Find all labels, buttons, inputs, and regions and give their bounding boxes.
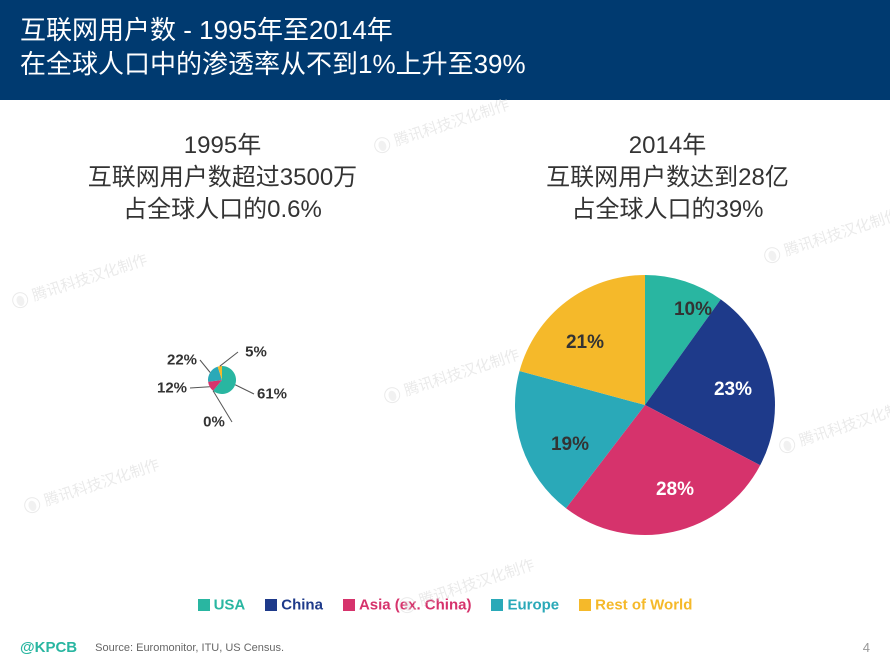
pie-1995-slice-europe [208, 367, 222, 382]
legend-swatch [491, 599, 503, 611]
pie-2014-label-rest-of-world: 21% [566, 332, 604, 354]
pie-2014-label-usa: 10% [674, 299, 712, 321]
pie-2014-label-china: 23% [714, 379, 752, 401]
pie-2014-slice-usa [645, 275, 721, 405]
pie-1995-label-rest-of-world: 5% [245, 344, 267, 361]
legend-swatch [265, 599, 277, 611]
legend-item-usa: USA [198, 596, 246, 614]
pie-1995-slice-usa [213, 366, 236, 394]
pie-1995-slice-rest-of-world [218, 366, 222, 380]
pie-1995-label-europe: 22% [167, 352, 197, 369]
header-title-line2: 在全球人口中的渗透率从不到1%上升至39% [20, 48, 870, 82]
pie-1995-slice-china [213, 380, 222, 391]
legend-label: Europe [507, 597, 559, 614]
right-title-3: 占全球人口的39% [445, 194, 890, 226]
pie-1995-slice-asia-ex-china- [208, 380, 222, 391]
watermark: 腾讯科技汉化制作 [20, 454, 162, 518]
left-title-1: 1995年 [0, 130, 445, 162]
panel-1995: 1995年 互联网用户数超过3500万 占全球人口的0.6% [0, 130, 445, 227]
source-text: Source: Euromonitor, ITU, US Census. [95, 642, 284, 654]
legend-label: Rest of World [595, 597, 692, 614]
legend-label: China [281, 597, 323, 614]
legend-swatch [579, 599, 591, 611]
header-bar: 互联网用户数 - 1995年至2014年 在全球人口中的渗透率从不到1%上升至3… [0, 0, 890, 100]
pie-1995-label-usa: 61% [257, 386, 287, 403]
pie-2014-slice-asia-ex-china- [566, 405, 760, 535]
pie-1995-label-china: 0% [203, 414, 225, 431]
watermark: 腾讯科技汉化制作 [8, 249, 150, 313]
panel-2014: 2014年 互联网用户数达到28亿 占全球人口的39% [445, 130, 890, 227]
legend-swatch [198, 599, 210, 611]
left-title-3: 占全球人口的0.6% [0, 194, 445, 226]
legend-label: USA [214, 597, 246, 614]
pie-2014-label-asia-ex-china-: 28% [656, 479, 694, 501]
legend: USA China Asia (ex. China) Europe Rest of Wo… [0, 588, 890, 620]
page-number: 4 [863, 640, 870, 655]
right-title-2: 互联网用户数达到28亿 [445, 162, 890, 194]
watermark: 腾讯科技汉化制作 [380, 344, 522, 408]
legend-item-china: China [265, 596, 323, 614]
legend-label: Asia (ex. China) [359, 597, 472, 614]
legend-swatch [343, 599, 355, 611]
watermark: 腾讯科技汉化制作 [775, 394, 890, 458]
content-area: 1995年 互联网用户数超过3500万 占全球人口的0.6% 2014年 互联网… [0, 100, 890, 227]
legend-item-rest-of-world: Rest of World [579, 596, 692, 614]
pie-2014-label-europe: 19% [551, 434, 589, 456]
pie-2014-slice-china [645, 299, 775, 465]
legend-item-europe: Europe [491, 596, 559, 614]
header-title-line1: 互联网用户数 - 1995年至2014年 [20, 14, 870, 48]
left-title-2: 互联网用户数超过3500万 [0, 162, 445, 194]
kpcb-logo: @KPCB [20, 639, 77, 656]
legend-item-asia-ex-china-: Asia (ex. China) [343, 596, 472, 614]
pie-1995-label-asia-ex-china-: 12% [157, 380, 187, 397]
footer: @KPCB Source: Euromonitor, ITU, US Censu… [0, 639, 890, 656]
right-title-1: 2014年 [445, 130, 890, 162]
